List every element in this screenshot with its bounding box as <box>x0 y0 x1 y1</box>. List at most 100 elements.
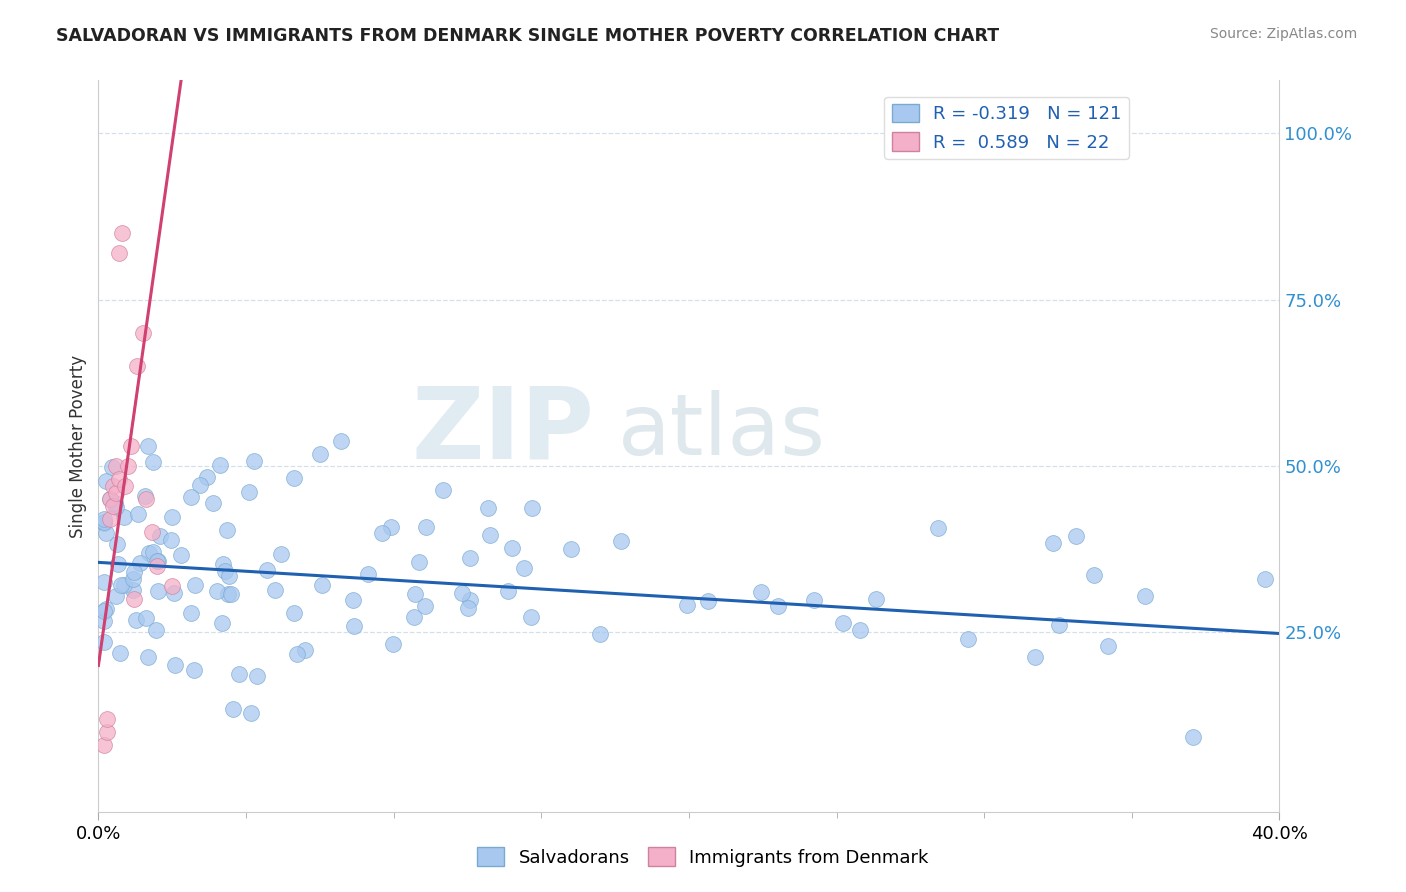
Point <box>112 578 135 592</box>
Point <box>103 479 125 493</box>
Point <box>927 521 949 535</box>
Point <box>124 565 146 579</box>
Point <box>287 648 309 662</box>
Point <box>478 528 501 542</box>
Point <box>513 561 536 575</box>
Point <box>496 584 519 599</box>
Point <box>141 525 163 540</box>
Point <box>132 326 155 340</box>
Text: SALVADORAN VS IMMIGRANTS FROM DENMARK SINGLE MOTHER POVERTY CORRELATION CHART: SALVADORAN VS IMMIGRANTS FROM DENMARK SI… <box>56 27 1000 45</box>
Point <box>768 599 790 614</box>
Point <box>217 587 239 601</box>
Point <box>207 583 229 598</box>
Point <box>1024 649 1046 664</box>
Point <box>146 558 169 573</box>
Point <box>589 626 612 640</box>
Point <box>114 509 136 524</box>
Point <box>108 646 131 660</box>
Point <box>110 578 132 592</box>
Point <box>138 546 160 560</box>
Point <box>240 706 263 721</box>
Point <box>107 557 129 571</box>
Point <box>1083 568 1105 582</box>
Text: Source: ZipAtlas.com: Source: ZipAtlas.com <box>1209 27 1357 41</box>
Point <box>104 495 127 509</box>
Point <box>149 529 172 543</box>
Point <box>201 496 224 510</box>
Point <box>676 598 699 612</box>
Point <box>94 474 117 488</box>
Point <box>294 643 316 657</box>
Legend: Salvadorans, Immigrants from Denmark: Salvadorans, Immigrants from Denmark <box>470 840 936 874</box>
Point <box>103 499 125 513</box>
Point <box>96 725 118 739</box>
Point <box>380 520 402 534</box>
Y-axis label: Single Mother Poverty: Single Mother Poverty <box>69 354 87 538</box>
Point <box>129 556 152 570</box>
Point <box>93 614 115 628</box>
Point <box>330 434 353 448</box>
Point <box>311 577 333 591</box>
Point <box>404 587 426 601</box>
Point <box>357 567 380 582</box>
Point <box>309 447 332 461</box>
Point <box>342 592 364 607</box>
Point <box>105 458 128 473</box>
Point <box>105 485 128 500</box>
Point <box>104 589 127 603</box>
Point <box>408 555 430 569</box>
Point <box>270 548 292 562</box>
Point <box>477 500 499 515</box>
Point <box>111 226 134 240</box>
Text: atlas: atlas <box>619 390 827 473</box>
Point <box>93 738 115 752</box>
Point <box>519 610 541 624</box>
Point <box>458 593 481 607</box>
Point <box>382 637 405 651</box>
Point <box>163 657 186 672</box>
Point <box>221 701 243 715</box>
Point <box>1133 589 1156 603</box>
Point <box>93 515 115 529</box>
Point <box>343 619 366 633</box>
Point <box>195 470 218 484</box>
Point <box>170 548 193 562</box>
Point <box>180 490 202 504</box>
Point <box>1064 529 1087 543</box>
Point <box>432 483 454 498</box>
Point <box>135 611 157 625</box>
Point <box>1097 639 1119 653</box>
Point <box>218 569 240 583</box>
Point <box>146 554 169 568</box>
Point <box>749 584 772 599</box>
Point <box>697 594 720 608</box>
Point <box>1047 617 1070 632</box>
Point <box>93 512 115 526</box>
Point <box>1042 536 1064 550</box>
Point <box>560 542 582 557</box>
Point <box>1181 731 1204 745</box>
Point <box>125 359 148 374</box>
Point <box>238 484 260 499</box>
Point <box>180 606 202 620</box>
Point <box>122 572 145 586</box>
Point <box>160 509 183 524</box>
Point <box>124 613 146 627</box>
Point <box>402 609 425 624</box>
Point <box>183 663 205 677</box>
Point <box>214 564 236 578</box>
Point <box>457 600 479 615</box>
Point <box>122 591 145 606</box>
Point <box>142 545 165 559</box>
Point <box>501 541 523 555</box>
Point <box>96 712 118 726</box>
Point <box>94 602 117 616</box>
Point <box>117 458 139 473</box>
Point <box>184 578 207 592</box>
Point <box>162 579 183 593</box>
Point <box>142 455 165 469</box>
Point <box>458 551 481 566</box>
Point <box>283 606 305 620</box>
Point <box>415 520 437 534</box>
Point <box>246 669 269 683</box>
